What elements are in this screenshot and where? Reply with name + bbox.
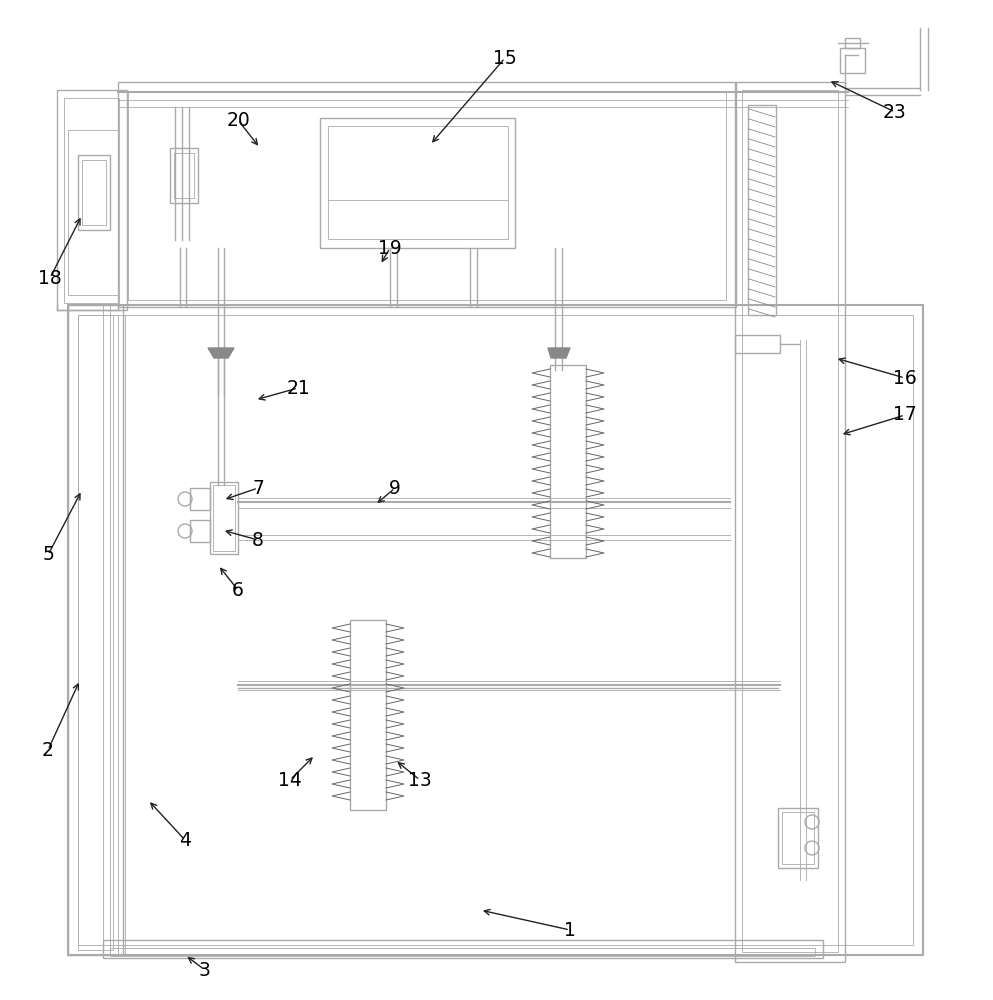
Bar (118, 82, 736, 307)
Text: 3: 3 (199, 960, 211, 980)
Bar (57, 90, 127, 310)
Text: 8: 8 (252, 530, 264, 550)
Text: 1: 1 (564, 920, 576, 940)
Text: 2: 2 (42, 740, 54, 760)
Text: 13: 13 (408, 770, 432, 790)
Bar (68, 305, 923, 955)
Text: 19: 19 (378, 238, 402, 257)
Polygon shape (208, 348, 234, 358)
Text: 5: 5 (42, 546, 54, 564)
Text: 21: 21 (286, 378, 310, 397)
Bar (82, 160, 106, 225)
Bar (550, 365, 586, 558)
Bar (64, 98, 119, 303)
Text: 9: 9 (389, 479, 401, 497)
Bar (782, 812, 814, 864)
Bar (735, 82, 845, 962)
Text: 4: 4 (179, 830, 191, 850)
Bar (78, 315, 113, 950)
Bar (320, 118, 515, 248)
Bar (103, 940, 823, 958)
Bar (68, 305, 123, 955)
Text: 16: 16 (893, 368, 917, 387)
Bar (210, 482, 238, 554)
Text: 17: 17 (893, 406, 917, 424)
Text: 6: 6 (232, 580, 244, 599)
Bar (128, 92, 726, 300)
Text: 7: 7 (252, 479, 264, 497)
Bar (190, 520, 210, 542)
Bar (78, 315, 913, 945)
Bar (840, 48, 865, 73)
Bar (78, 155, 110, 230)
Text: 20: 20 (226, 110, 250, 129)
Bar (68, 130, 118, 295)
Bar (748, 105, 776, 315)
Bar (742, 90, 838, 952)
Bar (213, 485, 235, 551)
Bar (350, 620, 386, 810)
Bar (190, 488, 210, 510)
Text: 15: 15 (494, 48, 517, 68)
Text: 23: 23 (883, 103, 907, 121)
Bar (174, 153, 194, 198)
Bar (170, 148, 198, 203)
Bar (110, 948, 815, 956)
Bar (778, 808, 818, 868)
Bar (735, 335, 780, 353)
Text: 14: 14 (278, 770, 302, 790)
Polygon shape (548, 348, 570, 358)
Text: 18: 18 (38, 268, 62, 288)
Bar (328, 126, 508, 239)
Bar (845, 38, 860, 48)
